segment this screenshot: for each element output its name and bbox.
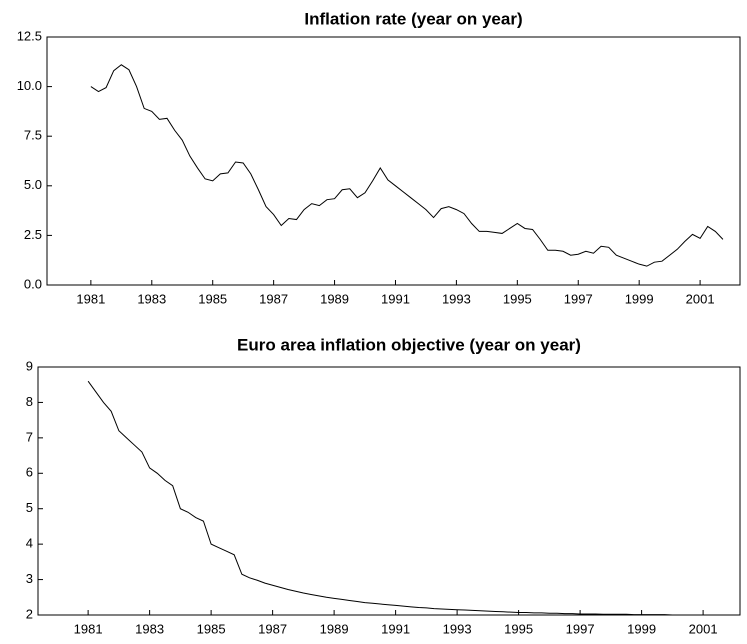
y-tick-label: 7.5 — [24, 128, 42, 143]
x-tick-label: 1991 — [381, 291, 410, 306]
chart: Euro area inflation objective (year on y… — [26, 335, 741, 636]
x-tick-label: 1995 — [504, 621, 533, 636]
x-tick-label: 1987 — [258, 621, 287, 636]
plot-frame — [46, 36, 741, 286]
x-tick-label: 2001 — [686, 291, 715, 306]
x-tick-label: 1983 — [137, 291, 166, 306]
y-tick-label: 6 — [26, 465, 33, 480]
y-tick-label: 7 — [26, 429, 33, 444]
chart: Inflation rate (year on year) 0.0 2.5 5.0 7.… — [17, 9, 741, 306]
y-tick-label: 2 — [26, 606, 33, 621]
x-tick-label: 1989 — [320, 291, 349, 306]
x-tick-label: 1995 — [503, 291, 532, 306]
x-tick-label: 1985 — [197, 621, 226, 636]
y-tick-label: 0.0 — [24, 276, 42, 291]
x-tick-label: 1981 — [74, 621, 103, 636]
x-tick-label: 1983 — [135, 621, 164, 636]
x-tick-label: 1991 — [381, 621, 410, 636]
line-series — [87, 380, 727, 616]
y-tick-label: 9 — [26, 358, 33, 373]
y-tick-label: 3 — [26, 571, 33, 586]
x-tick-label: 1985 — [198, 291, 227, 306]
x-tick-label: 1999 — [627, 621, 656, 636]
y-tick-label: 8 — [26, 394, 33, 409]
x-tick-label: 1987 — [259, 291, 288, 306]
line-series — [90, 64, 724, 267]
x-tick-label: 1989 — [320, 621, 349, 636]
x-tick-label: 1993 — [442, 291, 471, 306]
chart-title: Inflation rate (year on year) — [304, 9, 522, 28]
chart-title: Euro area inflation objective (year on y… — [237, 335, 581, 354]
y-tick-label: 5 — [26, 500, 33, 515]
x-tick-label: 1997 — [564, 291, 593, 306]
y-tick-label: 4 — [26, 536, 33, 551]
plot-frame — [37, 366, 741, 616]
x-tick-label: 1981 — [76, 291, 105, 306]
y-tick-label: 5.0 — [24, 177, 42, 192]
x-tick-label: 2001 — [689, 621, 718, 636]
x-tick-label: 1993 — [443, 621, 472, 636]
x-tick-label: 1999 — [625, 291, 654, 306]
x-tick-label: 1997 — [566, 621, 595, 636]
y-tick-label: 10.0 — [17, 78, 42, 93]
y-tick-label: 2.5 — [24, 227, 42, 242]
y-tick-label: 12.5 — [17, 28, 42, 43]
